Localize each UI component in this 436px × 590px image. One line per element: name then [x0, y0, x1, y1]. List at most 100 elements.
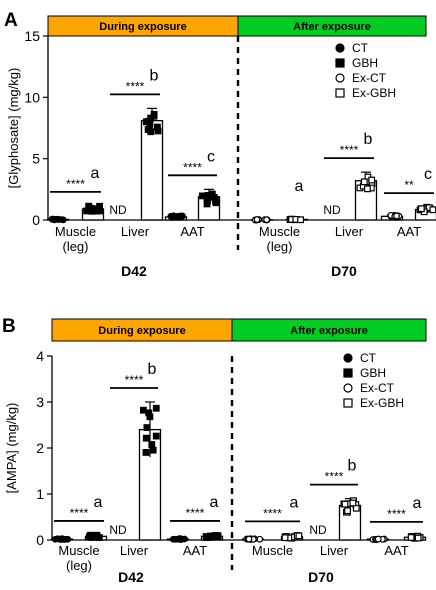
legend-label: GBH — [352, 56, 378, 70]
group-letter: a — [94, 494, 103, 511]
nd-label: ND — [109, 523, 127, 537]
panel-label: A — [4, 10, 18, 31]
legend-label: Ex-CT — [352, 71, 387, 85]
data-point — [282, 535, 288, 541]
sig-stars: **** — [125, 373, 144, 387]
tissue-label: Liver — [120, 543, 149, 558]
data-point — [88, 206, 94, 212]
sig-stars: **** — [263, 506, 282, 520]
sig-stars: **** — [325, 470, 344, 484]
data-point — [246, 536, 252, 542]
data-point — [168, 214, 174, 220]
y-tick-label: 0 — [32, 212, 40, 228]
data-point — [375, 536, 381, 542]
timepoint-label: D70 — [308, 569, 334, 585]
nd-label: ND — [109, 203, 127, 217]
group-letter: b — [150, 67, 159, 84]
legend-label: Ex-GBH — [360, 396, 404, 410]
phase-label: After exposure — [293, 21, 371, 33]
y-tick-label: 10 — [24, 89, 40, 105]
data-point — [148, 129, 154, 135]
data-point — [141, 407, 147, 413]
data-point — [206, 193, 212, 199]
data-point — [58, 536, 64, 542]
legend-label: CT — [360, 351, 377, 365]
sig-stars: **** — [340, 143, 359, 157]
y-tick-label: 1 — [36, 486, 44, 502]
data-point — [254, 217, 260, 223]
data-point — [87, 534, 93, 540]
sig-stars: **** — [70, 506, 89, 520]
nd-label: ND — [323, 203, 341, 217]
data-point — [345, 508, 351, 514]
legend-marker — [336, 89, 344, 97]
group-letter: a — [210, 494, 219, 511]
tissue-label: Muscle — [259, 224, 300, 239]
data-point — [342, 501, 348, 507]
group-letter: c — [424, 166, 432, 183]
y-tick-label: 15 — [24, 28, 40, 44]
sig-stars: **** — [126, 79, 145, 93]
data-point — [65, 536, 71, 542]
data-point — [153, 405, 159, 411]
legend-marker — [344, 384, 352, 392]
group-letter: b — [148, 361, 157, 378]
tissue-label: Muscle — [252, 543, 293, 558]
data-point — [155, 124, 161, 130]
data-point — [204, 201, 210, 207]
sig-stars: **** — [387, 507, 406, 521]
legend-marker — [336, 59, 344, 67]
data-point — [350, 500, 356, 506]
phase-label: After exposure — [290, 325, 368, 337]
y-tick-label: 0 — [36, 532, 44, 548]
data-point — [146, 410, 152, 416]
tissue-label: Liver — [320, 543, 349, 558]
data-point — [55, 217, 61, 223]
tissue-label: AAT — [384, 543, 408, 558]
tissue-label: Liver — [335, 224, 364, 239]
group-letter: a — [290, 494, 299, 511]
data-point — [408, 535, 414, 541]
timepoint-label: D42 — [121, 263, 147, 279]
data-point — [143, 435, 149, 441]
sig-stars: **** — [66, 177, 85, 191]
tissue-label: Muscle — [58, 543, 99, 558]
tissue-label-line2: (leg) — [266, 239, 292, 254]
legend-label: Ex-CT — [360, 381, 395, 395]
data-point — [361, 179, 367, 185]
tissue-label: AAT — [183, 543, 207, 558]
data-point — [153, 433, 159, 439]
data-point — [394, 213, 400, 219]
data-point — [211, 195, 217, 201]
data-point — [203, 534, 209, 540]
legend-marker — [336, 74, 344, 82]
data-point — [173, 536, 179, 542]
data-point — [143, 450, 149, 456]
y-tick-label: 3 — [36, 394, 44, 410]
tissue-label-line2: (leg) — [62, 239, 88, 254]
data-point — [296, 533, 302, 539]
data-point — [149, 442, 155, 448]
data-point — [150, 447, 156, 453]
data-point — [175, 214, 181, 220]
group-letter: a — [413, 495, 422, 512]
data-point — [365, 186, 371, 192]
legend-marker — [336, 44, 344, 52]
data-point — [213, 200, 219, 206]
data-point — [430, 207, 436, 213]
legend-label: Ex-GBH — [352, 86, 396, 100]
data-point — [298, 217, 304, 223]
sig-stars: ** — [404, 178, 414, 192]
panel-label: B — [2, 316, 16, 337]
data-point — [143, 119, 149, 125]
y-tick-label: 2 — [36, 440, 44, 456]
group-letter: a — [295, 178, 304, 195]
group-letter: a — [91, 165, 100, 182]
sig-stars: **** — [186, 506, 205, 520]
legend-marker — [344, 399, 352, 407]
legend-label: CT — [352, 41, 369, 55]
